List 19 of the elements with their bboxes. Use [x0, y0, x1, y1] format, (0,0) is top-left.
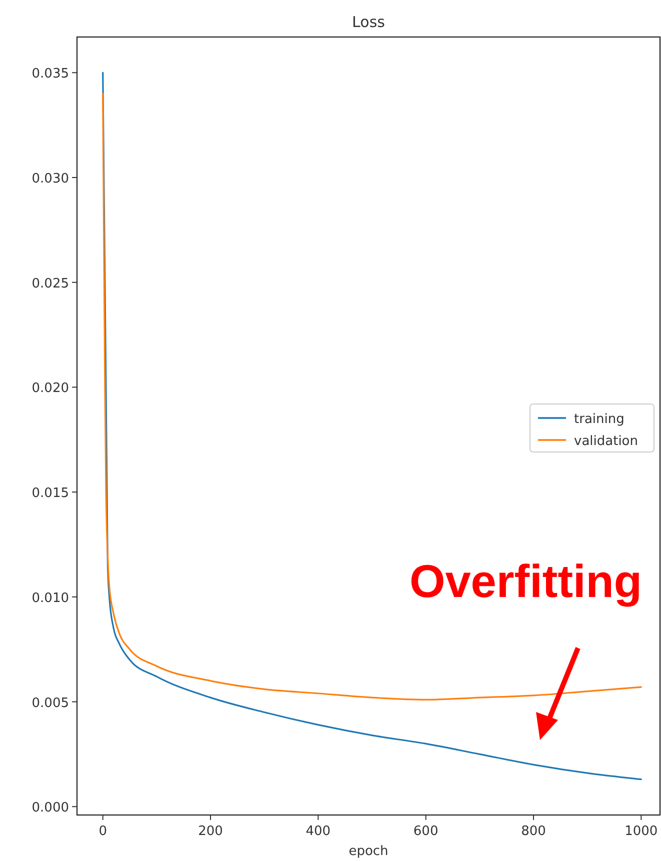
chart-title: Loss [352, 13, 386, 31]
x-axis-title: epoch [348, 844, 388, 859]
y-tick-label: 0.015 [32, 486, 69, 502]
y-tick-label: 0.000 [32, 800, 69, 816]
y-tick-label: 0.025 [32, 276, 69, 292]
x-tick-label: 0 [98, 824, 107, 839]
y-tick-label: 0.020 [32, 381, 69, 396]
y-tick-label: 0.035 [32, 66, 69, 82]
legend-label: training [574, 412, 624, 427]
y-tick-label: 0.030 [32, 172, 69, 186]
x-tick-label: 400 [306, 824, 331, 839]
annotation: Overfitting [409, 555, 642, 607]
y-tick-label: 0.005 [32, 696, 69, 711]
y-tick-label: 0.010 [32, 590, 69, 606]
legend-label: validation [574, 434, 638, 449]
x-tick-label: 600 [413, 824, 438, 839]
x-tick-label: 1000 [624, 824, 658, 839]
x-tick-label: 800 [521, 824, 546, 839]
x-tick-label: 200 [198, 824, 223, 839]
